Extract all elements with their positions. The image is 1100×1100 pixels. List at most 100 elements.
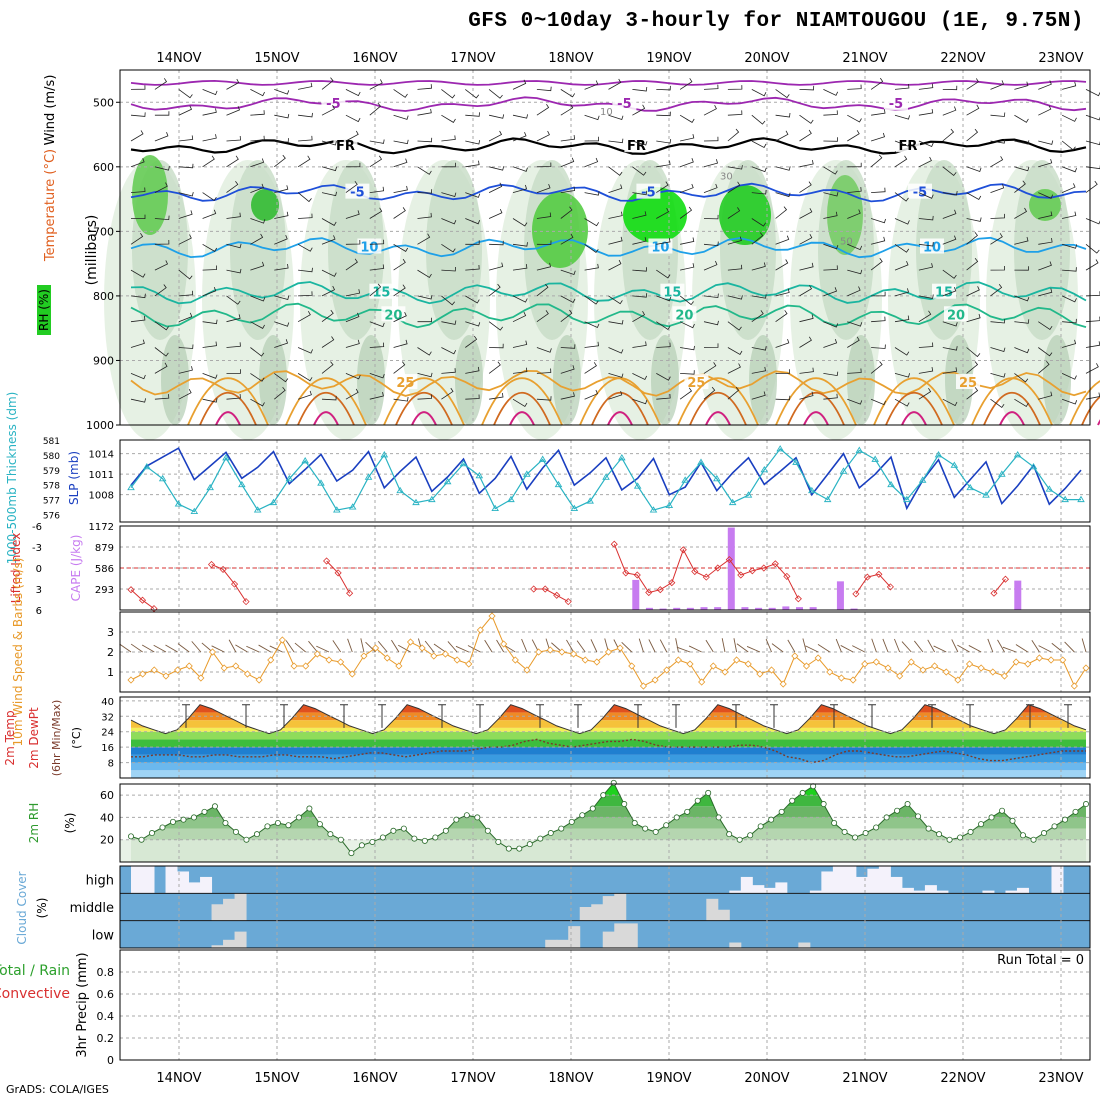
wind-barb [178, 269, 193, 280]
thickness-point [523, 470, 531, 477]
wind-barb [871, 291, 886, 297]
rh2m-point [862, 830, 869, 837]
wind-barb [321, 361, 334, 374]
isotherm-label-bg [908, 183, 932, 199]
wind-barb [1061, 339, 1077, 348]
wind-barb [130, 214, 146, 220]
wind-barb [298, 291, 313, 297]
wind-barb [274, 373, 289, 383]
wind10-point [430, 652, 438, 660]
temp-minmax-bar [1026, 704, 1034, 728]
wind-barb [536, 347, 552, 353]
isotherm-label-bg [381, 306, 406, 322]
wind-barb [130, 112, 146, 117]
wind-barb [656, 85, 671, 91]
wind-barb [441, 266, 456, 272]
wind-barb [393, 284, 406, 297]
rh2m-point [369, 838, 376, 845]
thickness-point [222, 454, 230, 461]
isotherm-label: -5 [889, 97, 903, 112]
wind-barb [130, 339, 145, 348]
wind10-point [313, 650, 321, 658]
wind-barb [703, 293, 719, 299]
wind-barb [560, 186, 576, 193]
cape-bar [755, 607, 763, 610]
wind-barb [369, 264, 385, 271]
wind-barb [202, 373, 218, 379]
lifted-point [863, 573, 871, 581]
wind-barb [393, 207, 406, 219]
thickness-point [697, 458, 705, 465]
day-label-bottom: 16NOV [352, 1071, 397, 1086]
temp-minmax-bar [732, 704, 740, 728]
wind-barb [465, 366, 480, 374]
wind-barb [298, 112, 313, 118]
wind10-barb [746, 646, 761, 653]
wind-barb [1038, 211, 1053, 219]
wind-barb [154, 182, 168, 193]
wind-barb [775, 130, 789, 142]
wind-barb [274, 185, 289, 193]
wind-barb [942, 346, 958, 351]
wind-barb [918, 241, 934, 247]
wind-barb [894, 243, 910, 253]
wind10-barb [968, 645, 982, 653]
wind-barb [154, 362, 168, 374]
wind10-barb [269, 645, 283, 653]
cloud-bar-middle [717, 909, 730, 921]
wind-barb [130, 269, 146, 278]
wind-barb [1038, 347, 1053, 357]
wind-barb [250, 321, 265, 329]
wind-barb [679, 183, 694, 193]
wind-barb [632, 166, 647, 176]
temp-band [131, 704, 1086, 713]
thickness-point [333, 506, 341, 513]
wind-barb [751, 346, 767, 351]
rh-axis-label: RH (%) [37, 289, 51, 331]
wind-barb [321, 336, 335, 348]
cloud-unit-label: (%) [35, 898, 49, 919]
cloud-bar-low [211, 945, 224, 948]
rh2m-point [547, 830, 554, 837]
rh2m-band [131, 839, 1086, 862]
isotherm-arc-25 [1069, 380, 1100, 426]
wind-barb [1038, 238, 1053, 245]
rh2m-point [474, 814, 481, 821]
rh2m-point [159, 824, 166, 831]
wind-barb [536, 212, 552, 219]
wind-barb [465, 160, 480, 168]
wind10-point [767, 666, 776, 674]
temp-minmax-bar [830, 704, 838, 728]
precip-legend-convective: Convective [0, 986, 70, 1002]
wind-barb [870, 398, 886, 406]
thickness-point [1029, 462, 1038, 470]
wind10-barb [871, 638, 877, 653]
isotherm-label-bg [896, 137, 920, 153]
wind-barb [154, 132, 169, 142]
wind-barb [417, 347, 432, 356]
cloud-bar-high [131, 866, 144, 894]
wind-barb [536, 396, 552, 401]
thickness-point [1061, 495, 1069, 503]
cape-bar [1014, 580, 1022, 610]
wind-barb [274, 295, 290, 300]
rh2m-point [715, 814, 722, 821]
thickness-point [507, 495, 515, 503]
rh2m-point [579, 812, 586, 819]
wind-barb [274, 138, 289, 143]
rh-shade-dark [847, 335, 875, 425]
rh-shade-dark [553, 335, 581, 425]
wind-barb [1014, 180, 1026, 193]
thickness-point [396, 486, 404, 494]
thickness-tick-label: 578 [43, 482, 60, 492]
wind-barb [608, 78, 622, 90]
wind-barb [130, 130, 144, 142]
wind10-point [278, 636, 286, 644]
wind-barb [942, 106, 957, 116]
wind10-point [861, 660, 869, 668]
wind-barb [321, 269, 337, 277]
wind-barb [1061, 373, 1077, 380]
wind-barb [465, 140, 481, 145]
wind10-barb [1015, 644, 1029, 653]
wind-barb [990, 183, 1005, 193]
